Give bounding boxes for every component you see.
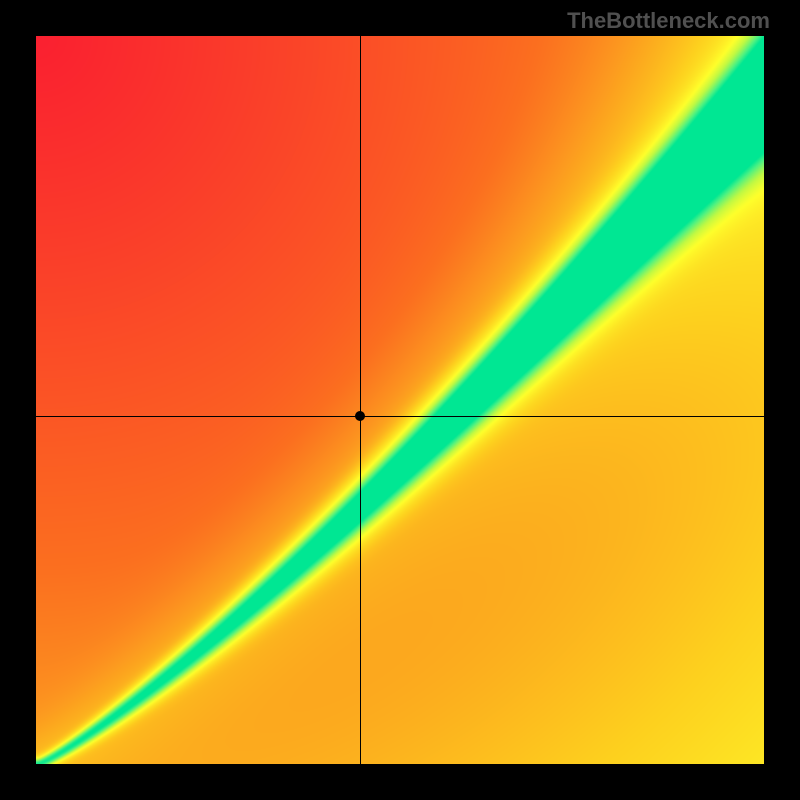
watermark-text: TheBottleneck.com (567, 8, 770, 34)
heatmap-plot-area (36, 36, 764, 764)
heatmap-canvas (36, 36, 764, 764)
